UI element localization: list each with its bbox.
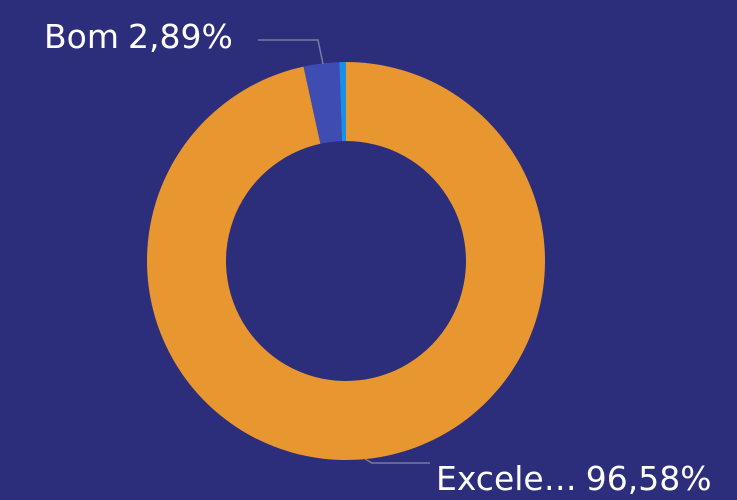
slices — [146, 62, 545, 460]
slice-value-label: 2,89% — [128, 17, 233, 56]
slice-category: Bom — [44, 17, 119, 56]
slice-value-label: 96,58% — [586, 459, 712, 498]
slice-label: Bom 2,89% — [44, 17, 233, 56]
donut-slice — [146, 62, 545, 460]
slice-label: Excele… 96,58% — [436, 459, 712, 498]
leader-line — [258, 39, 324, 65]
donut-slice — [303, 62, 343, 144]
leader-line — [364, 458, 430, 464]
slice-category: Excele… — [436, 459, 577, 498]
donut-slice — [339, 62, 346, 142]
